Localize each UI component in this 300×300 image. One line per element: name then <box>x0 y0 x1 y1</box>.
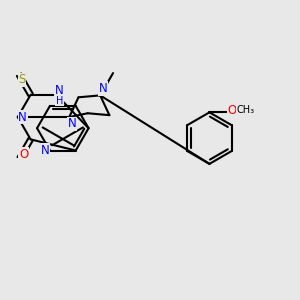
Text: O: O <box>19 148 28 161</box>
Text: CH₃: CH₃ <box>236 105 254 116</box>
Text: O: O <box>228 104 237 117</box>
Text: N: N <box>55 84 64 97</box>
Text: N: N <box>18 110 27 124</box>
Text: S: S <box>18 73 26 86</box>
Text: H: H <box>56 96 63 106</box>
Text: N: N <box>40 144 50 157</box>
Text: N: N <box>68 118 76 130</box>
Text: N: N <box>99 82 107 95</box>
